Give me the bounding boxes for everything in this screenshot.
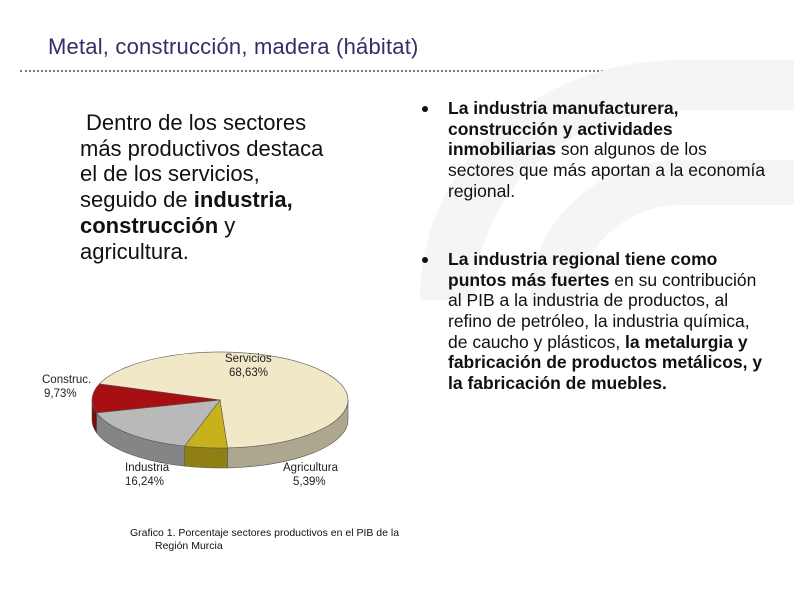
pie-chart-svg <box>91 351 349 469</box>
bullet-emphasis: la metalurgia y fabricación de productos… <box>448 331 763 394</box>
pie-slice <box>91 383 221 414</box>
intro-line: agricultura. <box>80 238 189 264</box>
slice-value: 9,73% <box>44 387 77 400</box>
bullet-list: La industria manufacturera, construcción… <box>418 98 768 394</box>
label-servicios: Servicios 68,63% <box>225 353 272 381</box>
intro-emphasis: construcción <box>80 212 219 238</box>
slice-value: 68,63% <box>229 366 269 379</box>
chart-caption: Grafico 1. Porcentaje sectores productiv… <box>130 527 450 552</box>
slice-name: Industria <box>125 462 170 474</box>
background-watermark <box>420 60 794 300</box>
slice-value: 5,39% <box>293 475 326 488</box>
intro-emphasis: industria, <box>193 187 293 213</box>
bullet-emphasis: La industria regional tiene como puntos … <box>448 249 718 290</box>
intro-line: Dentro de los sectores <box>86 110 307 135</box>
pie-chart: Servicios 68,63% Construc. 9,73% Industr… <box>40 338 370 498</box>
title-divider <box>20 70 775 72</box>
bullet-icon <box>422 257 428 264</box>
bullet-item: La industria manufacturera, construcción… <box>418 98 768 201</box>
slice-name: Agricultura <box>283 462 338 474</box>
slide-title: Metal, construcción, madera (hábitat) <box>48 34 419 59</box>
intro-line: construcción y <box>80 213 410 239</box>
label-agricultura: Agricultura 5,39% <box>283 462 338 490</box>
bullet-text: son algunos de los sectores que más apor… <box>448 139 766 201</box>
bullet-item: La industria regional tiene como puntos … <box>418 249 768 393</box>
label-construccion: Construc. 9,73% <box>42 374 91 402</box>
slice-value: 16,24% <box>125 475 165 488</box>
caption-line: Grafico 1. Porcentaje sectores productiv… <box>130 527 400 539</box>
slice-name: Construc. <box>42 374 92 386</box>
pie-slice <box>98 351 349 449</box>
intro-text: y <box>218 212 236 238</box>
pie-slice <box>96 399 221 447</box>
bullet-text: en su contribución al PIB a la industria… <box>448 269 757 352</box>
bullet-emphasis: La industria manufacturera, construcción… <box>448 98 679 160</box>
intro-line: seguido de industria, <box>80 187 410 213</box>
caption-line: Región Murcia <box>155 539 223 552</box>
label-industria: Industria 16,24% <box>125 462 169 490</box>
intro-line: más productivos destaca <box>80 135 324 161</box>
intro-line: el de los servicios, <box>80 161 260 187</box>
pie-slice-side <box>184 445 228 469</box>
intro-text: seguido de <box>80 187 194 213</box>
slice-name: Servicios <box>225 353 272 365</box>
intro-paragraph: Dentro de los sectores más productivos d… <box>80 110 410 264</box>
bullet-icon <box>422 106 428 112</box>
